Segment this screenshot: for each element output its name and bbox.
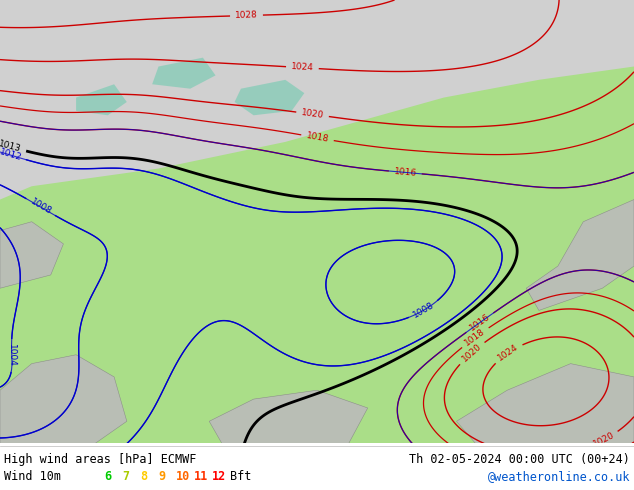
Text: 1016: 1016 bbox=[468, 312, 492, 333]
Text: 10: 10 bbox=[176, 470, 190, 483]
Text: 1020: 1020 bbox=[592, 431, 616, 449]
Text: 12: 12 bbox=[212, 470, 226, 483]
Text: 7: 7 bbox=[122, 470, 129, 483]
Polygon shape bbox=[235, 80, 304, 115]
Text: 1004: 1004 bbox=[7, 344, 16, 367]
Text: 1008: 1008 bbox=[411, 300, 436, 320]
Polygon shape bbox=[0, 221, 63, 288]
Polygon shape bbox=[0, 355, 127, 443]
Text: 8: 8 bbox=[140, 470, 147, 483]
Text: 6: 6 bbox=[104, 470, 111, 483]
Text: Wind 10m: Wind 10m bbox=[4, 470, 61, 483]
Text: 1013: 1013 bbox=[0, 140, 22, 154]
Text: @weatheronline.co.uk: @weatheronline.co.uk bbox=[488, 470, 630, 483]
Text: 1016: 1016 bbox=[394, 167, 417, 178]
Text: 1024: 1024 bbox=[496, 343, 520, 363]
Text: 1020: 1020 bbox=[460, 342, 483, 364]
Polygon shape bbox=[209, 390, 368, 443]
Text: 1028: 1028 bbox=[235, 11, 258, 21]
Polygon shape bbox=[0, 0, 634, 199]
Polygon shape bbox=[76, 84, 127, 115]
Text: Bft: Bft bbox=[230, 470, 251, 483]
Polygon shape bbox=[456, 364, 634, 443]
Text: 1018: 1018 bbox=[306, 131, 330, 144]
Text: 9: 9 bbox=[158, 470, 165, 483]
Text: 1008: 1008 bbox=[29, 197, 53, 217]
Text: Th 02-05-2024 00:00 UTC (00+24): Th 02-05-2024 00:00 UTC (00+24) bbox=[409, 453, 630, 466]
Text: 1012: 1012 bbox=[0, 147, 22, 163]
Text: 11: 11 bbox=[194, 470, 208, 483]
Polygon shape bbox=[526, 199, 634, 311]
Text: 1020: 1020 bbox=[301, 108, 325, 120]
Text: High wind areas [hPa] ECMWF: High wind areas [hPa] ECMWF bbox=[4, 453, 197, 466]
Polygon shape bbox=[152, 58, 216, 89]
Text: 1018: 1018 bbox=[463, 327, 487, 348]
Text: 1024: 1024 bbox=[291, 63, 314, 73]
FancyBboxPatch shape bbox=[0, 0, 634, 443]
